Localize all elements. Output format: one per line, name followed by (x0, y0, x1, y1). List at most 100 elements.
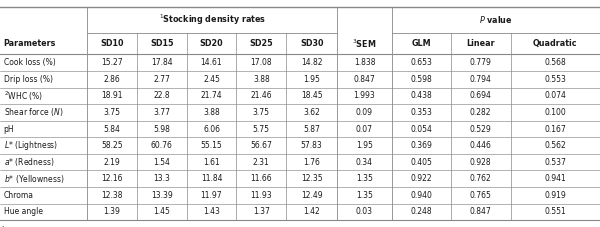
Text: 0.074: 0.074 (544, 91, 566, 100)
Text: 3.88: 3.88 (203, 108, 220, 117)
Text: 1.838: 1.838 (354, 58, 375, 67)
Text: 2.77: 2.77 (153, 75, 170, 84)
Text: 3.88: 3.88 (253, 75, 269, 84)
Text: 1.43: 1.43 (203, 207, 220, 216)
Text: 55.15: 55.15 (200, 141, 223, 150)
Text: pH: pH (4, 125, 14, 133)
Text: 0.167: 0.167 (544, 125, 566, 133)
Text: 22.8: 22.8 (154, 91, 170, 100)
Text: 57.83: 57.83 (301, 141, 323, 150)
Text: 1.95: 1.95 (356, 141, 373, 150)
Text: $^1$Stocking density rates: SD10 = stocking density of 10 birds/pen; SD15 = stoc: $^1$Stocking density rates: SD10 = stock… (1, 224, 523, 227)
Text: $^3$SEM: $^3$SEM (352, 37, 377, 50)
Text: 1.39: 1.39 (103, 207, 121, 216)
Text: 0.779: 0.779 (470, 58, 491, 67)
Text: 0.940: 0.940 (410, 191, 432, 200)
Text: $\it{P}$ value: $\it{P}$ value (479, 14, 513, 25)
Text: SD30: SD30 (300, 39, 323, 48)
Text: 11.93: 11.93 (250, 191, 272, 200)
Text: 3.75: 3.75 (103, 108, 121, 117)
Text: 1.45: 1.45 (153, 207, 170, 216)
Text: 2.86: 2.86 (104, 75, 120, 84)
Text: 0.529: 0.529 (470, 125, 491, 133)
Text: 2.19: 2.19 (104, 158, 120, 167)
Text: 0.794: 0.794 (470, 75, 491, 84)
Text: Hue angle: Hue angle (4, 207, 43, 216)
Text: 1.35: 1.35 (356, 174, 373, 183)
Text: 0.09: 0.09 (356, 108, 373, 117)
Text: 0.568: 0.568 (544, 58, 566, 67)
Text: 6.06: 6.06 (203, 125, 220, 133)
Text: 0.941: 0.941 (544, 174, 566, 183)
Text: $\it{b}$* (Yellowness): $\it{b}$* (Yellowness) (4, 173, 64, 185)
Text: 0.369: 0.369 (410, 141, 432, 150)
Text: 0.353: 0.353 (410, 108, 432, 117)
Text: Parameters: Parameters (4, 39, 56, 48)
Text: 15.27: 15.27 (101, 58, 123, 67)
Text: 0.054: 0.054 (410, 125, 432, 133)
Text: 21.46: 21.46 (250, 91, 272, 100)
Text: 0.919: 0.919 (544, 191, 566, 200)
Text: SD20: SD20 (200, 39, 223, 48)
Text: 11.97: 11.97 (200, 191, 223, 200)
Text: $\it{L}$* (Lightness): $\it{L}$* (Lightness) (4, 139, 58, 152)
Text: 0.765: 0.765 (470, 191, 491, 200)
Text: 3.62: 3.62 (303, 108, 320, 117)
Text: 17.08: 17.08 (250, 58, 272, 67)
Text: SD25: SD25 (250, 39, 273, 48)
Text: 14.61: 14.61 (200, 58, 223, 67)
Text: Quadratic: Quadratic (533, 39, 578, 48)
Text: GLM: GLM (412, 39, 431, 48)
Text: SD10: SD10 (100, 39, 124, 48)
Text: 0.537: 0.537 (544, 158, 566, 167)
Text: 0.282: 0.282 (470, 108, 491, 117)
Text: 17.84: 17.84 (151, 58, 173, 67)
Text: SD15: SD15 (150, 39, 173, 48)
Text: 3.77: 3.77 (153, 108, 170, 117)
Text: 13.3: 13.3 (153, 174, 170, 183)
Text: 12.16: 12.16 (101, 174, 122, 183)
Text: Chroma: Chroma (4, 191, 34, 200)
Text: 0.03: 0.03 (356, 207, 373, 216)
Text: Drip loss (%): Drip loss (%) (4, 75, 53, 84)
Text: 0.551: 0.551 (544, 207, 566, 216)
Text: 0.598: 0.598 (410, 75, 432, 84)
Text: 14.82: 14.82 (301, 58, 322, 67)
Text: 0.446: 0.446 (470, 141, 491, 150)
Text: 0.694: 0.694 (470, 91, 491, 100)
Text: 13.39: 13.39 (151, 191, 173, 200)
Text: 0.928: 0.928 (470, 158, 491, 167)
Text: 5.84: 5.84 (103, 125, 121, 133)
Text: Linear: Linear (466, 39, 495, 48)
Text: 2.31: 2.31 (253, 158, 269, 167)
Text: 5.98: 5.98 (153, 125, 170, 133)
Text: 1.993: 1.993 (353, 91, 376, 100)
Text: 12.38: 12.38 (101, 191, 122, 200)
Text: $^1$Stocking density rates: $^1$Stocking density rates (158, 13, 266, 27)
Text: Shear force ($\it{N}$): Shear force ($\it{N}$) (4, 106, 63, 118)
Text: 2.45: 2.45 (203, 75, 220, 84)
Text: 0.847: 0.847 (470, 207, 491, 216)
Text: 0.762: 0.762 (470, 174, 491, 183)
Text: 1.42: 1.42 (304, 207, 320, 216)
Text: 1.95: 1.95 (303, 75, 320, 84)
Text: 0.34: 0.34 (356, 158, 373, 167)
Text: $\it{a}$* (Redness): $\it{a}$* (Redness) (4, 156, 54, 168)
Text: 0.653: 0.653 (410, 58, 432, 67)
Text: 0.922: 0.922 (410, 174, 432, 183)
Text: 0.405: 0.405 (410, 158, 432, 167)
Text: 0.07: 0.07 (356, 125, 373, 133)
Text: 12.49: 12.49 (301, 191, 323, 200)
Text: 0.100: 0.100 (544, 108, 566, 117)
Text: 1.54: 1.54 (153, 158, 170, 167)
Text: 1.61: 1.61 (203, 158, 220, 167)
Text: 58.25: 58.25 (101, 141, 123, 150)
Text: 5.87: 5.87 (303, 125, 320, 133)
Text: 21.74: 21.74 (200, 91, 223, 100)
Text: 18.45: 18.45 (301, 91, 323, 100)
Text: 0.553: 0.553 (544, 75, 566, 84)
Text: 3.75: 3.75 (253, 108, 270, 117)
Text: 18.91: 18.91 (101, 91, 122, 100)
Text: 0.562: 0.562 (544, 141, 566, 150)
Text: Cook loss (%): Cook loss (%) (4, 58, 55, 67)
